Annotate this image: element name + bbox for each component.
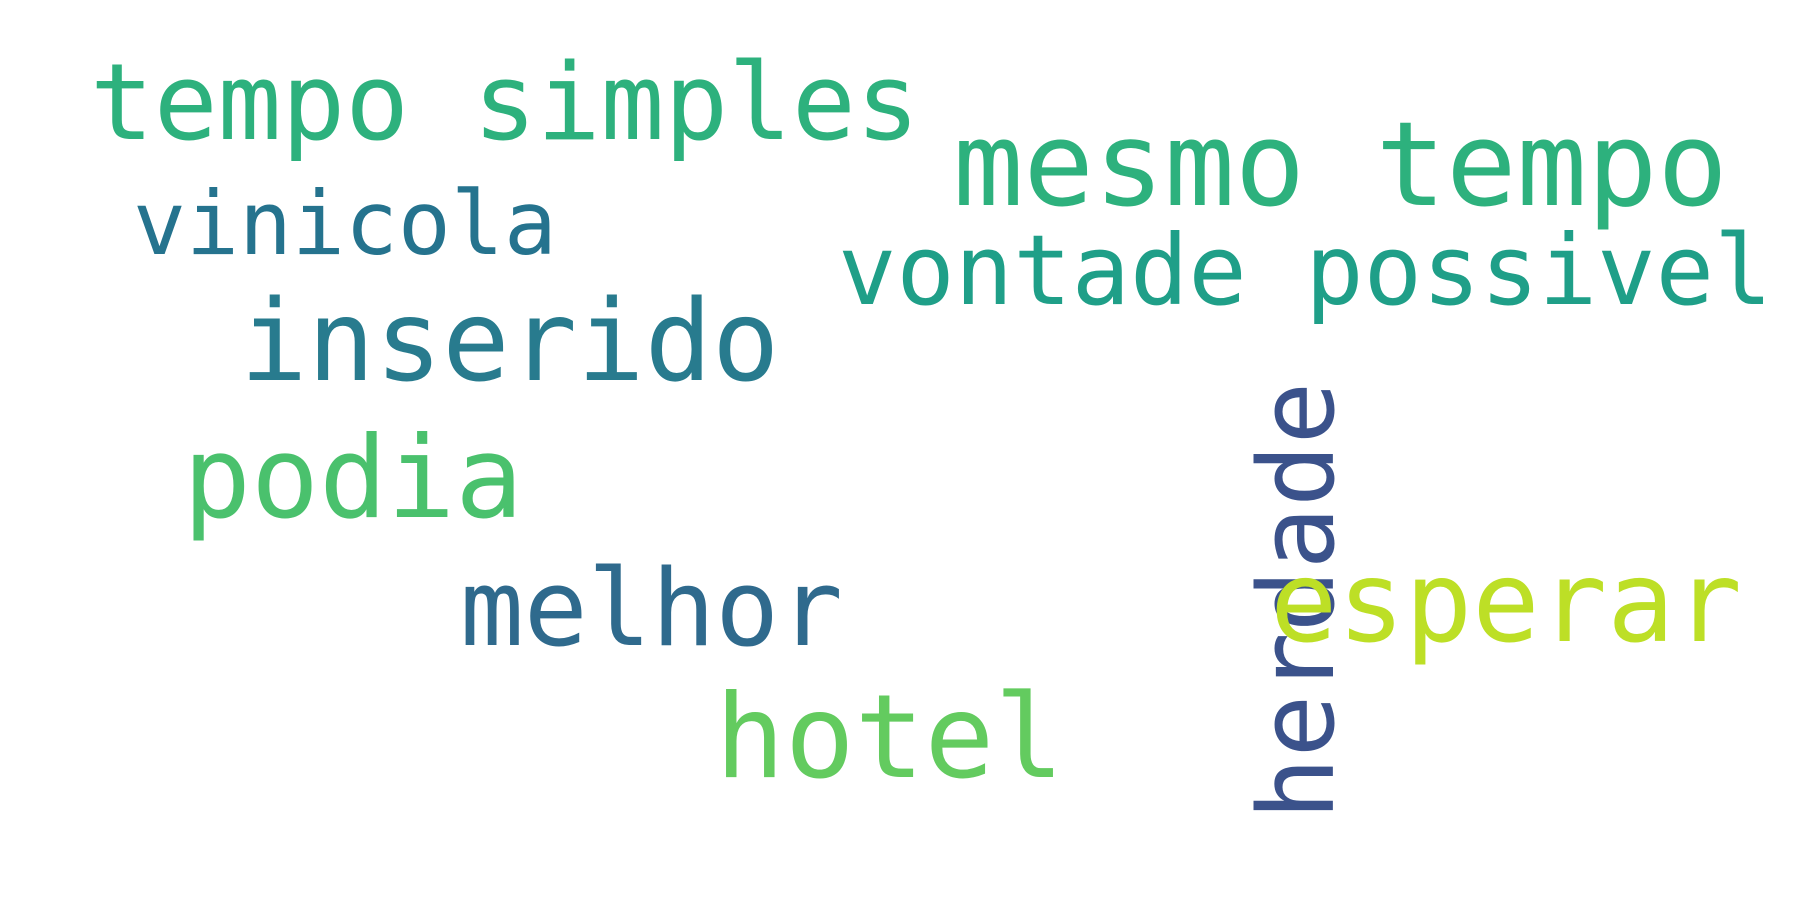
word-melhor: melhor	[460, 547, 843, 670]
word-esperar: esperar	[1270, 538, 1743, 668]
word-podia: podia	[183, 412, 524, 544]
word-inserido: inserido	[240, 277, 780, 407]
word-hotel: hotel	[715, 670, 1065, 805]
word-vontade-possivel: vontade possivel	[838, 214, 1773, 327]
word-tempo-simples: tempo simples	[90, 41, 920, 164]
word-mesmo-tempo: mesmo tempo	[953, 96, 1728, 233]
word-vinicola: vinicola	[133, 172, 557, 275]
